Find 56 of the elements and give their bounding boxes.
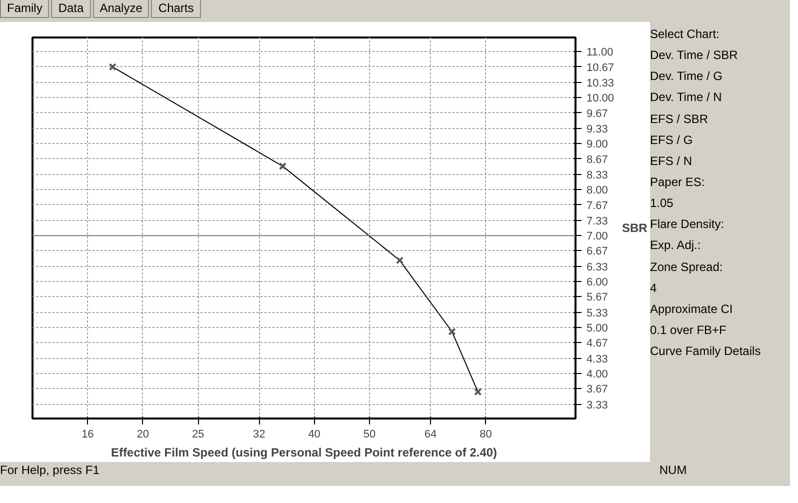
text: EFS / G [650,132,694,149]
x-tick-label: 40 [308,428,320,440]
text: EFS / SBR [650,110,710,128]
text: Charts [151,0,201,18]
y-tick-label: 9.67 [586,108,608,120]
text: Exp. Adj.: [650,237,702,254]
y-tick-label: 10.67 [586,62,614,74]
y-tick-label: 8.33 [586,169,608,182]
y-tick-label: 7.33 [586,215,608,228]
y-tick-label: 6.67 [586,246,608,258]
y-tick-label: 5.00 [586,322,608,334]
y-tick-label: 4.33 [586,353,608,366]
x-tick-label: 80 [480,428,492,440]
y-tick-label: 6.00 [586,276,608,289]
y-axis-title: SBR [622,221,648,235]
y-tick-label: 5.33 [586,307,608,320]
y-tick-label: 4.00 [586,368,608,380]
text: Flare Density: [650,216,726,234]
text: Dev. Time / N [650,89,723,106]
y-tick-label: 5.67 [586,292,608,304]
text: Paper ES: [650,174,706,191]
text: Select Chart: [650,26,720,43]
y-tick-label: 6.33 [586,261,608,274]
y-tick-label: 3.33 [586,399,608,412]
x-tick-label: 50 [363,428,376,440]
text: Dev. Time / G [650,68,724,86]
y-tick-label: 7.00 [586,230,608,243]
text: Dev. Time / SBR [650,47,739,64]
y-tick-label: 7.67 [586,200,608,212]
x-tick-label: 20 [136,428,150,440]
text: Data [51,0,91,18]
y-tick-label: 9.00 [586,138,608,151]
text: Approximate CI [650,300,734,318]
text: Zone Spread: [650,258,724,276]
text: Curve Family Details [650,343,761,360]
x-tick-label: 64 [424,428,437,440]
x-tick-label: 16 [82,428,94,440]
text: 1.05 [650,195,674,212]
x-axis-title: Effective Film Speed (using Personal Speed Point reference of 2.40) [110,446,498,460]
y-tick-label: 10.33 [586,78,614,90]
y-tick-label: 8.67 [586,154,608,166]
x-tick-label: 32 [253,428,266,440]
text: Analyze [92,0,150,18]
text: NUM [659,463,687,477]
text: 4 [650,280,658,297]
text: Family [0,0,50,18]
y-tick-label: 9.33 [586,124,608,136]
text: EFS / N [650,152,694,170]
text: For Help, press F1 [0,463,100,477]
text: 0.1 over FB+F [650,322,728,339]
y-tick-label: 10.00 [586,92,614,105]
y-tick-label: 8.00 [586,184,608,197]
y-tick-label: 3.67 [586,384,608,396]
x-tick-label: 25 [192,428,204,440]
y-tick-label: 4.67 [586,338,608,350]
y-tick-label: 11.00 [586,46,614,59]
